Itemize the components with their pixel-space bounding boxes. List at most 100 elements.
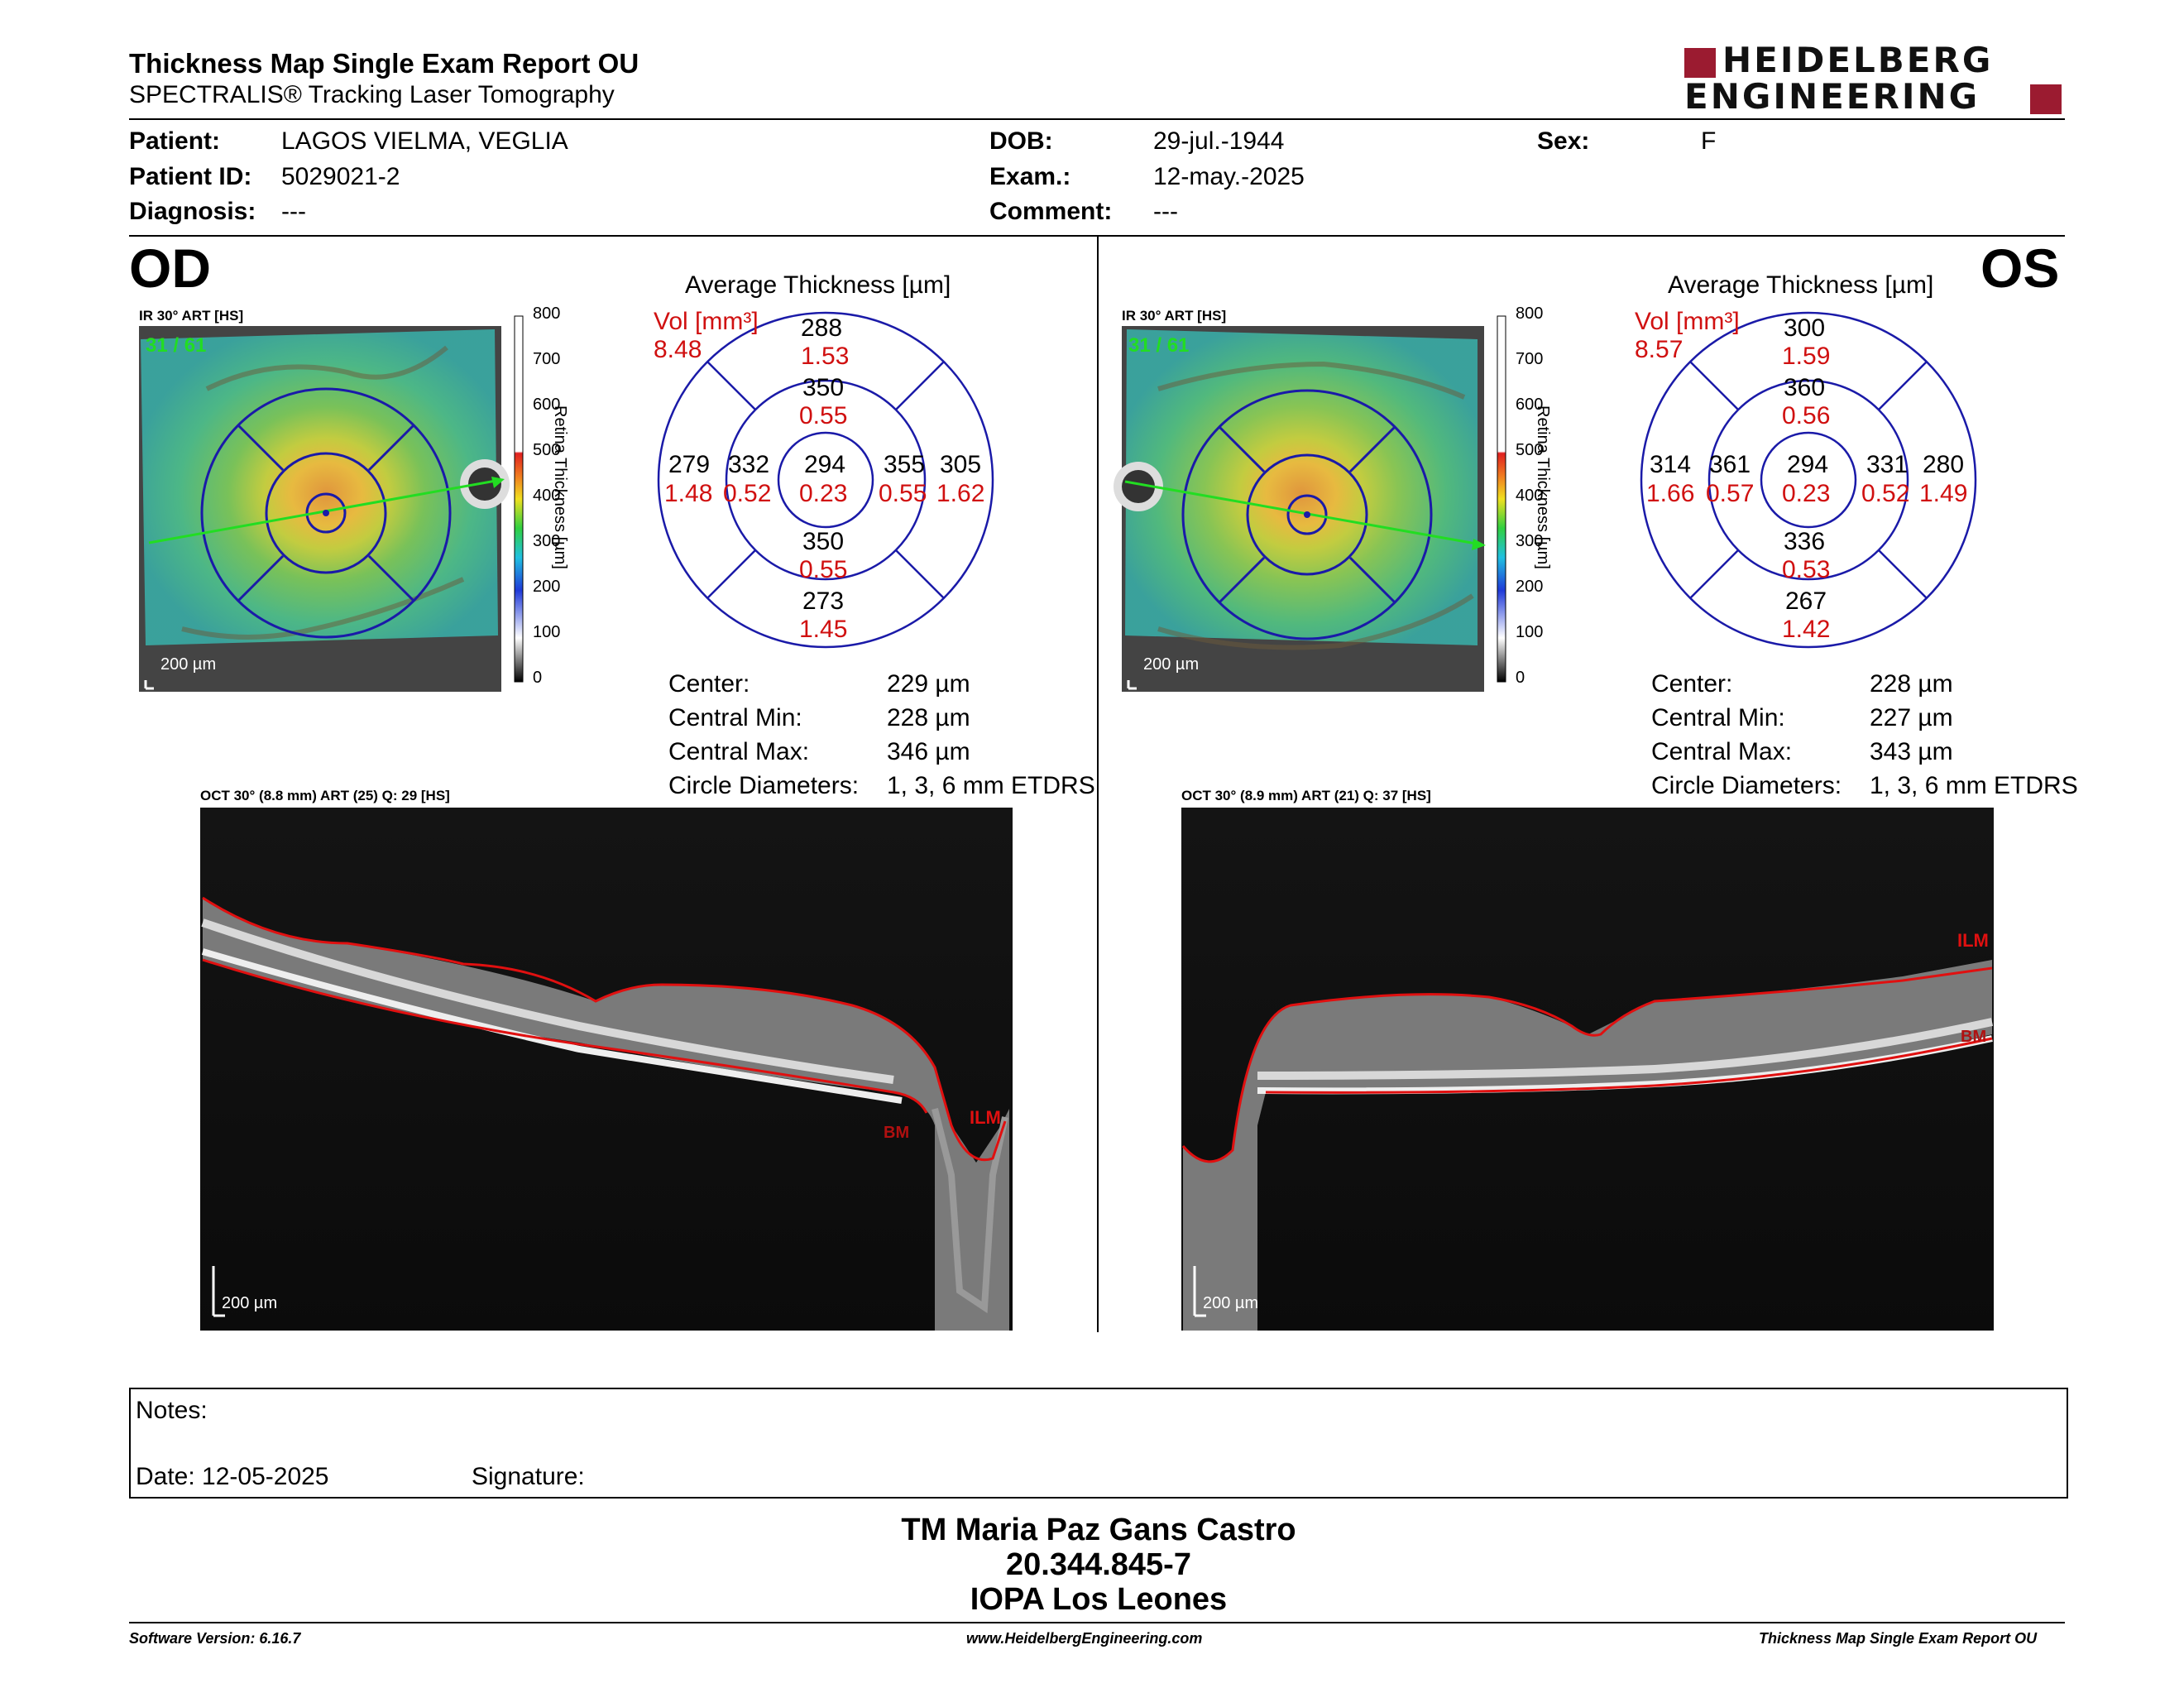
od-center-t: 294 xyxy=(804,451,846,478)
od-inner-bottom-t: 350 xyxy=(802,528,845,555)
os-min-value: 227 µm xyxy=(1870,704,1953,731)
od-tick-600: 600 xyxy=(533,396,561,414)
logo-line1: HEIDELBERG xyxy=(1722,40,1994,80)
os-outer-left-v: 1.66 xyxy=(1646,480,1695,507)
os-tick-700: 700 xyxy=(1516,350,1544,368)
os-tick-600: 600 xyxy=(1516,396,1544,414)
od-avg-title: Average Thickness [µm] xyxy=(685,271,951,299)
logo-line2: ENGINEERING xyxy=(1684,76,1980,117)
os-tick-200: 200 xyxy=(1516,578,1544,596)
signature-label: Signature: xyxy=(472,1463,585,1490)
os-outer-bottom-t: 267 xyxy=(1785,587,1827,615)
os-fundus-image xyxy=(1114,326,1484,692)
os-inner-left-v: 0.57 xyxy=(1706,480,1755,507)
od-outer-bottom-v: 1.45 xyxy=(799,616,848,643)
os-vol-label: Vol [mm³] xyxy=(1635,308,1740,335)
od-outer-top-v: 1.53 xyxy=(801,343,850,370)
sex-label: Sex: xyxy=(1537,127,1590,155)
os-fundus-scale-text: 200 µm xyxy=(1143,655,1200,674)
od-outer-left-t: 279 xyxy=(668,451,711,478)
os-outer-top-v: 1.59 xyxy=(1782,343,1831,370)
od-outer-bottom-t: 273 xyxy=(802,587,845,615)
os-ir-label: IR 30° ART [HS] xyxy=(1122,308,1227,324)
os-outer-right-t: 280 xyxy=(1923,451,1965,478)
od-center-label: Center: xyxy=(668,670,750,698)
os-vol-value: 8.57 xyxy=(1635,336,1684,363)
os-min-label: Central Min: xyxy=(1651,704,1785,731)
notes-box[interactable] xyxy=(129,1388,2068,1499)
comment-label: Comment: xyxy=(989,198,1113,225)
od-fundus-scalebar xyxy=(144,680,154,690)
od-fundus-image xyxy=(139,326,510,692)
od-tick-500: 500 xyxy=(533,441,561,459)
od-inner-right-t: 355 xyxy=(884,451,926,478)
os-inner-right-t: 331 xyxy=(1866,451,1909,478)
od-scan-arrow xyxy=(148,477,505,544)
website-link[interactable]: www.HeidelbergEngineering.com xyxy=(966,1630,1203,1647)
signer-rut: 20.344.845-7 xyxy=(1006,1547,1191,1582)
center-divider xyxy=(1097,237,1099,1332)
os-center-value: 228 µm xyxy=(1870,670,1953,698)
dob-value: 29-jul.-1944 xyxy=(1153,127,1285,155)
od-oct-label: OCT 30° (8.8 mm) ART (25) Q: 29 [HS] xyxy=(200,788,450,803)
od-colorbar-ticks: 800 700 600 500 400 300 200 100 0 xyxy=(533,305,566,693)
notes-label: Notes: xyxy=(136,1397,208,1424)
od-center-v: 0.23 xyxy=(799,480,848,507)
os-colorbar xyxy=(1497,315,1506,683)
od-vol-value: 8.48 xyxy=(654,336,702,363)
od-outer-top-t: 288 xyxy=(801,314,843,342)
os-outer-right-v: 1.49 xyxy=(1919,480,1968,507)
od-ilm-label: ILM xyxy=(970,1107,1001,1128)
os-max-label: Central Max: xyxy=(1651,738,1793,765)
patient-id-label: Patient ID: xyxy=(129,163,252,190)
od-tick-0: 0 xyxy=(533,669,543,687)
os-ilm-label: ILM xyxy=(1957,930,1989,951)
os-tick-100: 100 xyxy=(1516,623,1544,641)
od-oct-scale-text: 200 µm xyxy=(222,1294,278,1312)
os-bm-label: BM xyxy=(1961,1028,1987,1046)
os-tick-300: 300 xyxy=(1516,532,1544,550)
od-outer-right-t: 305 xyxy=(940,451,982,478)
od-min-label: Central Min: xyxy=(668,704,802,731)
od-center-value: 229 µm xyxy=(887,670,970,698)
patient-name: LAGOS VIELMA, VEGLIA xyxy=(281,127,568,155)
footer-report-name: Thickness Map Single Exam Report OU xyxy=(1759,1630,2038,1647)
od-inner-top-v: 0.55 xyxy=(799,402,848,429)
report-title: Thickness Map Single Exam Report OU xyxy=(129,48,639,79)
os-outer-top-t: 300 xyxy=(1784,314,1826,342)
od-inner-bottom-v: 0.55 xyxy=(799,556,848,583)
logo-square-top xyxy=(1684,48,1716,78)
os-avg-title: Average Thickness [µm] xyxy=(1668,271,1934,299)
od-max-label: Central Max: xyxy=(668,738,810,765)
signer-name: TM Maria Paz Gans Castro xyxy=(901,1513,1296,1547)
od-tick-700: 700 xyxy=(533,350,561,368)
os-max-value: 343 µm xyxy=(1870,738,1953,765)
od-inner-top-t: 350 xyxy=(802,374,845,401)
signer-place: IOPA Los Leones xyxy=(970,1582,1228,1617)
od-frames-count: 31 / 61 xyxy=(146,334,207,357)
od-colorbar-label: Retina Thickness [µm] xyxy=(551,405,569,569)
os-diam-value: 1, 3, 6 mm ETDRS xyxy=(1870,772,2078,799)
header-rule xyxy=(129,118,2065,120)
os-inner-left-t: 361 xyxy=(1709,451,1751,478)
patient-rule xyxy=(129,235,2065,237)
od-tick-100: 100 xyxy=(533,623,561,641)
os-eye-label: OS xyxy=(1980,237,2060,299)
os-center-t: 294 xyxy=(1787,451,1829,478)
os-oct-scale-text: 200 µm xyxy=(1203,1294,1259,1312)
od-inner-left-v: 0.52 xyxy=(723,480,772,507)
footer-rule xyxy=(129,1622,2065,1623)
od-tick-400: 400 xyxy=(533,487,561,505)
os-tick-500: 500 xyxy=(1516,441,1544,459)
os-tick-400: 400 xyxy=(1516,487,1544,505)
os-inner-top-t: 360 xyxy=(1784,374,1826,401)
os-inner-top-v: 0.56 xyxy=(1782,402,1831,429)
date-label: Date: 12-05-2025 xyxy=(136,1463,329,1490)
od-vol-label: Vol [mm³] xyxy=(654,308,759,335)
od-fundus-etdrs-grid xyxy=(200,387,452,639)
os-etdrs-chart xyxy=(1640,311,1977,649)
report-subtitle: SPECTRALIS® Tracking Laser Tomography xyxy=(129,81,615,108)
os-tick-800: 800 xyxy=(1516,305,1544,323)
od-etdrs-chart xyxy=(657,311,994,649)
